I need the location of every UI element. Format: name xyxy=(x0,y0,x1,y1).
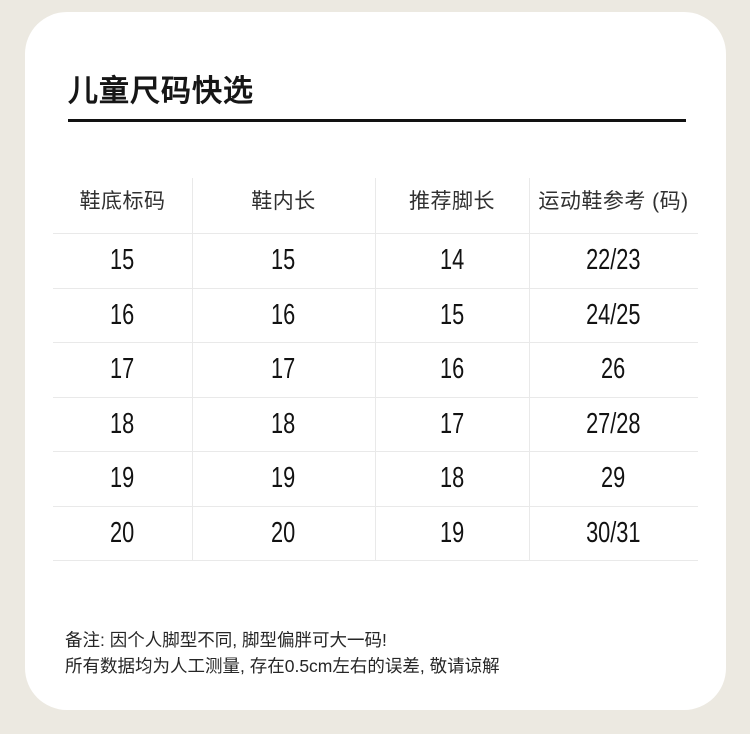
table-cell: 29 xyxy=(529,452,698,506)
table-cell: 20 xyxy=(53,507,192,561)
cell-value: 19 xyxy=(110,462,135,495)
table-cell: 24/25 xyxy=(529,289,698,343)
cell-value: 15 xyxy=(271,244,296,277)
title-underline xyxy=(68,119,686,122)
size-chart-card: 儿童尺码快选 鞋底标码 鞋内长 推荐脚长 运动鞋参考 (码) 15 15 14 … xyxy=(25,12,726,710)
cell-value: 14 xyxy=(439,244,465,277)
note-line-1: 备注: 因个人脚型不同, 脚型偏胖可大一码! xyxy=(65,630,387,650)
cell-value: 17 xyxy=(439,407,465,440)
cell-value: 26 xyxy=(601,353,626,386)
table-cell: 30/31 xyxy=(529,507,698,561)
cell-value: 19 xyxy=(271,462,296,495)
cell-value: 18 xyxy=(110,407,135,440)
cell-value: 16 xyxy=(271,298,296,331)
table-cell: 19 xyxy=(53,452,192,506)
table-header-row: 鞋底标码 鞋内长 推荐脚长 运动鞋参考 (码) xyxy=(53,166,698,234)
cell-value: 16 xyxy=(110,298,135,331)
table-cell: 26 xyxy=(529,343,698,397)
cell-value: 27/28 xyxy=(586,407,641,440)
note-line-2: 所有数据均为人工测量, 存在0.5cm左右的误差, 敬请谅解 xyxy=(65,656,500,676)
table-row: 15 15 14 22/23 xyxy=(53,234,698,289)
table-cell: 27/28 xyxy=(529,398,698,452)
table-cell: 14 xyxy=(375,234,529,288)
table-cell: 19 xyxy=(192,452,375,506)
table-cell: 15 xyxy=(53,234,192,288)
table-cell: 17 xyxy=(192,343,375,397)
column-divider xyxy=(375,178,376,561)
table-row: 18 18 17 27/28 xyxy=(53,398,698,452)
cell-value: 15 xyxy=(439,298,465,331)
table-row: 17 17 16 26 xyxy=(53,343,698,398)
table-cell: 22/23 xyxy=(529,234,698,288)
table-cell: 17 xyxy=(53,343,192,397)
table-cell: 18 xyxy=(375,452,529,506)
header-cell-sneaker-ref: 运动鞋参考 (码) xyxy=(538,189,689,213)
header-cell-foot-length: 推荐脚长 xyxy=(409,189,495,213)
cell-value: 29 xyxy=(601,462,626,495)
table-cell: 18 xyxy=(192,398,375,452)
table-cell: 16 xyxy=(375,343,529,397)
cell-value: 20 xyxy=(110,516,135,549)
table-cell: 16 xyxy=(53,289,192,343)
cell-value: 22/23 xyxy=(586,244,641,277)
header-cell-inner-length: 鞋内长 xyxy=(251,189,316,213)
column-divider xyxy=(192,178,193,561)
table-cell: 16 xyxy=(192,289,375,343)
page-title: 儿童尺码快选 xyxy=(68,75,254,108)
table-cell: 19 xyxy=(375,507,529,561)
cell-value: 15 xyxy=(110,244,135,277)
cell-value: 24/25 xyxy=(586,298,641,331)
cell-value: 17 xyxy=(110,353,135,386)
notes: 备注: 因个人脚型不同, 脚型偏胖可大一码! 所有数据均为人工测量, 存在0.5… xyxy=(65,627,500,679)
cell-value: 20 xyxy=(271,516,296,549)
table-cell: 17 xyxy=(375,398,529,452)
table-cell: 20 xyxy=(192,507,375,561)
table-cell: 15 xyxy=(192,234,375,288)
size-table: 鞋底标码 鞋内长 推荐脚长 运动鞋参考 (码) 15 15 14 22/23 1… xyxy=(53,166,698,561)
header-cell-sole-size: 鞋底标码 xyxy=(79,189,166,213)
table-cell: 15 xyxy=(375,289,529,343)
cell-value: 18 xyxy=(271,407,296,440)
table-cell: 18 xyxy=(53,398,192,452)
column-divider xyxy=(529,178,530,561)
cell-value: 19 xyxy=(439,516,465,549)
cell-value: 30/31 xyxy=(586,516,641,549)
cell-value: 18 xyxy=(439,462,465,495)
cell-value: 16 xyxy=(439,353,465,386)
cell-value: 17 xyxy=(271,353,296,386)
